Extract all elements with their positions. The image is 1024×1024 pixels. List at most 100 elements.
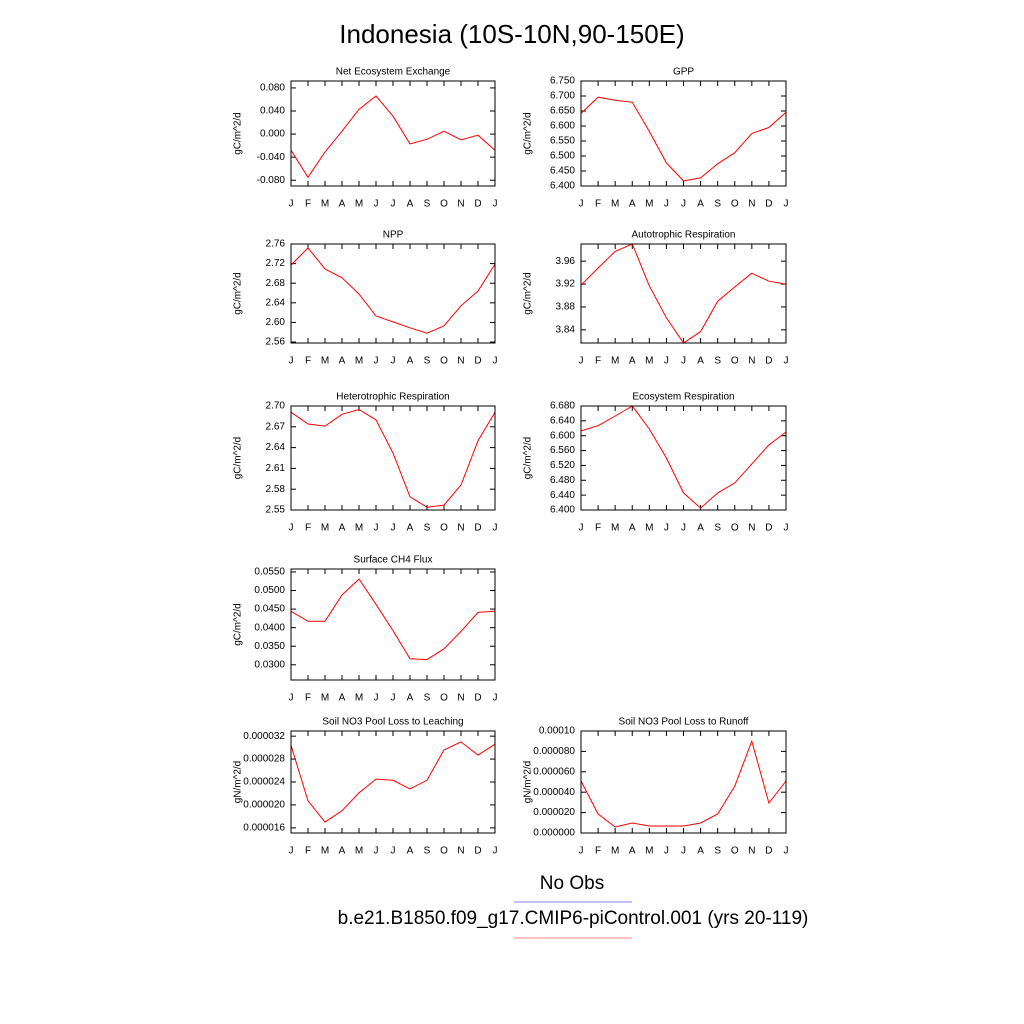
y-axis-label: gC/m^2/d (233, 603, 244, 646)
x-tick-label: M (355, 846, 363, 857)
y-tick-label: 0.000040 (533, 787, 575, 798)
x-tick-label: S (714, 199, 721, 210)
x-tick-label: F (305, 199, 311, 210)
x-tick-label: J (289, 199, 294, 210)
x-tick-label: N (748, 523, 755, 534)
x-tick-label: S (424, 693, 431, 704)
x-tick-label: A (629, 523, 636, 534)
y-tick-label: 0.0350 (254, 641, 285, 652)
x-tick-label: A (407, 356, 414, 367)
x-tick-label: J (374, 356, 379, 367)
x-tick-label: M (645, 356, 653, 367)
x-tick-label: A (339, 846, 346, 857)
y-tick-label: 6.500 (550, 151, 575, 162)
x-tick-label: F (595, 846, 601, 857)
x-tick-label: M (321, 846, 329, 857)
x-tick-label: A (629, 846, 636, 857)
x-tick-label: N (748, 199, 755, 210)
x-tick-label: M (321, 523, 329, 534)
y-tick-label: 3.88 (556, 302, 576, 313)
x-tick-label: M (321, 693, 329, 704)
plot-frame (580, 405, 787, 511)
x-tick-label: A (697, 846, 704, 857)
y-tick-label: 6.480 (550, 475, 575, 486)
y-tick-label: 0.000000 (533, 828, 575, 839)
x-tick-label: A (629, 199, 636, 210)
y-tick-label: 6.450 (550, 166, 575, 177)
y-tick-label: 6.560 (550, 445, 575, 456)
y-tick-label: 2.76 (266, 239, 286, 250)
x-tick-label: D (474, 693, 481, 704)
y-axis-label: gC/m^2/d (233, 112, 244, 155)
y-tick-label: 0.00010 (539, 726, 576, 737)
x-tick-label: O (731, 356, 739, 367)
y-tick-label: -0.080 (257, 175, 286, 186)
x-tick-label: J (579, 356, 584, 367)
x-tick-label: J (784, 356, 789, 367)
x-tick-label: J (391, 523, 396, 534)
y-tick-label: 6.600 (550, 121, 575, 132)
x-tick-label: A (629, 356, 636, 367)
plot-frame (290, 730, 496, 834)
x-tick-label: A (339, 693, 346, 704)
x-tick-label: N (457, 199, 464, 210)
x-tick-label: J (289, 356, 294, 367)
x-tick-label: J (493, 693, 498, 704)
y-tick-label: 0.000080 (533, 746, 575, 757)
plot-frame (580, 243, 787, 344)
x-tick-label: M (611, 523, 619, 534)
x-tick-label: A (407, 199, 414, 210)
y-tick-label: 0.0300 (254, 659, 285, 670)
x-tick-label: J (391, 846, 396, 857)
y-tick-label: 6.680 (550, 401, 575, 412)
panel-title: Soil NO3 Pool Loss to Leaching (322, 717, 463, 728)
x-tick-label: J (784, 199, 789, 210)
x-tick-label: F (305, 523, 311, 534)
x-tick-label: S (424, 523, 431, 534)
x-tick-label: M (645, 523, 653, 534)
y-tick-label: 6.520 (550, 460, 575, 471)
x-tick-label: O (731, 199, 739, 210)
panel-title: Ecosystem Respiration (632, 392, 734, 403)
figure-title: Indonesia (10S-10N,90-150E) (339, 19, 684, 49)
x-tick-label: F (305, 693, 311, 704)
x-tick-label: J (681, 846, 686, 857)
y-axis-label: gC/m^2/d (523, 112, 534, 155)
data-line (290, 408, 496, 508)
x-tick-label: J (493, 199, 498, 210)
y-tick-label: 0.0400 (254, 622, 285, 633)
x-tick-label: J (784, 846, 789, 857)
legend-label: b.e21.B1850.f09_g17.CMIP6-piControl.001 … (338, 908, 809, 929)
x-tick-label: A (407, 523, 414, 534)
x-tick-label: J (493, 846, 498, 857)
data-line (290, 247, 496, 334)
y-tick-label: 2.58 (266, 484, 286, 495)
x-tick-label: D (765, 846, 772, 857)
data-line (580, 405, 787, 509)
y-tick-label: 0.000024 (243, 777, 285, 788)
x-tick-label: S (714, 523, 721, 534)
x-tick-label: J (664, 199, 669, 210)
y-tick-label: 0.0450 (254, 604, 285, 615)
y-tick-label: 6.700 (550, 91, 575, 102)
y-tick-label: 0.000020 (533, 807, 575, 818)
x-tick-label: S (714, 846, 721, 857)
x-tick-label: J (493, 523, 498, 534)
x-tick-label: J (493, 356, 498, 367)
x-tick-label: D (474, 199, 481, 210)
plot-frame (580, 80, 787, 187)
x-tick-label: J (681, 356, 686, 367)
x-tick-label: A (339, 199, 346, 210)
x-tick-label: F (305, 846, 311, 857)
y-tick-label: 3.96 (556, 256, 576, 267)
data-line (580, 96, 787, 182)
x-tick-label: M (645, 199, 653, 210)
data-line (580, 243, 787, 344)
x-tick-label: O (731, 846, 739, 857)
y-tick-label: 2.72 (266, 258, 286, 269)
x-tick-label: O (440, 693, 448, 704)
y-tick-label: 0.000060 (533, 766, 575, 777)
x-tick-label: M (611, 356, 619, 367)
y-tick-label: 6.550 (550, 136, 575, 147)
